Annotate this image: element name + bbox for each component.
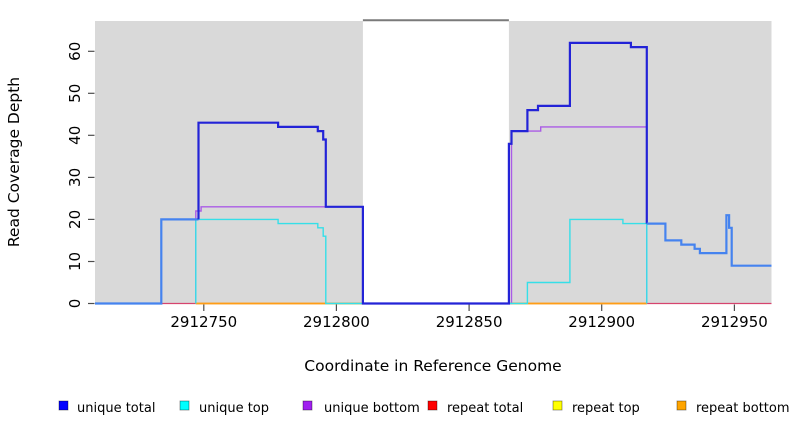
y-tick-label: 50 xyxy=(66,84,84,103)
legend-label-repeat-total: repeat total xyxy=(447,401,523,416)
legend-label-repeat-top: repeat top xyxy=(572,401,640,416)
series-line-unique-top xyxy=(195,218,648,305)
legend-swatch-repeat-bottom xyxy=(676,400,687,411)
x-tick-label: 2912900 xyxy=(568,313,635,331)
x-tick-label: 2912950 xyxy=(701,313,768,331)
y-axis-title: Read Coverage Depth xyxy=(5,77,23,247)
y-tick-label: 10 xyxy=(66,252,84,271)
legend-label-repeat-bottom: repeat bottom xyxy=(696,401,790,416)
masked-region-0 xyxy=(95,21,363,304)
y-tick-label: 20 xyxy=(66,210,84,229)
y-tick-label: 30 xyxy=(66,168,84,187)
x-axis-title: Coordinate in Reference Genome xyxy=(304,357,561,375)
y-tick-label: 40 xyxy=(66,126,84,145)
y-tick-label: 60 xyxy=(66,42,84,61)
legend-swatch-repeat-top xyxy=(552,400,563,411)
x-tick-label: 2912850 xyxy=(436,313,503,331)
x-tick-label: 2912750 xyxy=(170,313,237,331)
legend-label-unique-total: unique total xyxy=(77,401,155,416)
legend-label-unique-bottom: unique bottom xyxy=(324,401,420,416)
legend-swatch-unique-total xyxy=(58,400,69,411)
series-line-unique-total xyxy=(646,214,772,267)
legend-label-unique-top: unique top xyxy=(199,401,269,416)
y-tick-label: 0 xyxy=(66,299,84,309)
legend-swatch-unique-bottom xyxy=(302,400,313,411)
legend-swatch-unique-top xyxy=(179,400,190,411)
x-tick-label: 2912800 xyxy=(303,313,370,331)
series-line-unique-total xyxy=(197,41,648,305)
legend-swatch-repeat-total xyxy=(427,400,438,411)
masked-region-1 xyxy=(508,21,772,304)
series-line-unique-total xyxy=(95,218,199,305)
